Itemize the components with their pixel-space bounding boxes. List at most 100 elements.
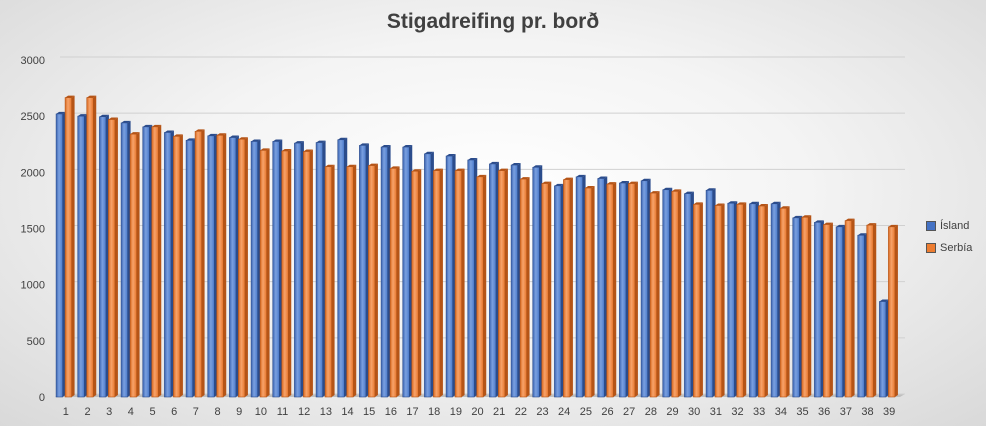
bar-side-serbia-29	[678, 189, 682, 397]
bar-top-serbia-13	[325, 164, 335, 167]
bar-top-island-30	[684, 191, 694, 194]
x-tick-label: 17	[406, 406, 418, 418]
bar-top-island-22	[511, 163, 521, 166]
bar-top-island-36	[814, 220, 824, 223]
bar-island-28	[640, 180, 648, 398]
bar-island-5	[142, 126, 150, 398]
legend: Ísland Serbía	[926, 215, 972, 259]
bar-top-island-20	[467, 157, 478, 160]
bar-top-island-21	[489, 161, 499, 164]
x-tick-label: 28	[645, 406, 657, 418]
bar-side-serbia-6	[179, 134, 183, 398]
y-tick-label: 3000	[21, 55, 45, 67]
bar-top-serbia-32	[736, 202, 747, 205]
bar-serbia-10	[259, 150, 267, 398]
bar-island-37	[835, 226, 843, 398]
bar-top-serbia-31	[715, 203, 725, 206]
bar-top-island-17	[402, 145, 413, 148]
bar-top-serbia-33	[758, 204, 768, 207]
x-tick-label: 33	[753, 406, 765, 418]
x-tick-label: 23	[536, 406, 548, 418]
bar-island-39	[879, 301, 887, 398]
x-tick-label: 15	[363, 406, 375, 418]
bar-island-13	[315, 142, 323, 398]
bar-island-16	[380, 146, 388, 398]
bar-top-serbia-38	[866, 223, 877, 226]
x-tick-label: 7	[193, 406, 199, 418]
bar-island-26	[597, 178, 605, 398]
legend-label-island: Ísland	[940, 220, 970, 232]
x-tick-label: 26	[601, 406, 613, 418]
bar-serbia-7	[194, 131, 202, 398]
bar-island-11	[272, 141, 280, 398]
bar-top-serbia-36	[823, 222, 833, 225]
x-tick-label: 12	[298, 406, 310, 418]
bar-top-island-6	[164, 130, 174, 133]
bar-island-22	[510, 164, 518, 398]
bar-side-serbia-16	[396, 166, 400, 397]
bar-serbia-32	[736, 204, 744, 398]
bar-top-island-18	[424, 151, 434, 154]
bar-side-serbia-12	[309, 149, 313, 397]
bar-top-island-4	[121, 120, 131, 123]
bar-top-serbia-19	[455, 168, 465, 171]
bar-top-serbia-14	[346, 164, 357, 167]
x-tick-label: 20	[471, 406, 483, 418]
x-tick-label: 18	[428, 406, 440, 418]
x-tick-label: 35	[796, 406, 808, 418]
bar-top-serbia-27	[628, 181, 638, 184]
bar-side-serbia-25	[591, 186, 595, 397]
bar-serbia-30	[693, 204, 701, 398]
bar-serbia-20	[476, 176, 484, 398]
bar-top-serbia-9	[238, 137, 248, 140]
bar-top-island-8	[207, 133, 218, 136]
bar-top-serbia-26	[606, 182, 617, 185]
y-tick-label: 2500	[21, 111, 45, 123]
bar-top-serbia-12	[303, 149, 313, 152]
y-tick-label: 1000	[21, 280, 45, 292]
bar-top-serbia-20	[476, 174, 487, 177]
bar-island-29	[662, 189, 670, 398]
bar-top-island-27	[619, 181, 629, 184]
bar-serbia-4	[129, 133, 137, 398]
legend-swatch-island	[926, 221, 936, 231]
bar-top-serbia-3	[108, 117, 118, 120]
bar-side-serbia-22	[526, 177, 530, 397]
bar-serbia-38	[866, 224, 874, 398]
chart-title: Stigadreifing pr. borð	[386, 10, 600, 33]
bar-island-25	[575, 176, 583, 398]
x-tick-label: 5	[149, 406, 155, 418]
bar-top-island-9	[229, 135, 239, 138]
bar-top-serbia-17	[411, 169, 422, 172]
bar-top-island-3	[99, 114, 109, 117]
bar-serbia-12	[303, 151, 311, 398]
bar-top-island-1	[56, 111, 66, 114]
bar-side-serbia-15	[374, 163, 378, 397]
legend-item-island: Ísland	[926, 215, 972, 237]
bar-serbia-23	[541, 183, 549, 398]
bar-top-island-19	[446, 154, 456, 157]
bar-serbia-8	[216, 134, 224, 398]
bar-side-serbia-36	[829, 222, 833, 397]
bar-side-serbia-34	[786, 206, 790, 397]
bar-serbia-28	[649, 192, 657, 398]
bar-side-serbia-23	[548, 181, 552, 397]
x-tick-label: 8	[214, 406, 220, 418]
bar-island-6	[164, 132, 172, 398]
bar-serbia-24	[563, 179, 571, 398]
bar-top-serbia-5	[151, 124, 162, 127]
bar-top-island-14	[337, 137, 348, 140]
bar-serbia-14	[346, 166, 354, 398]
bar-side-serbia-17	[418, 169, 422, 397]
bar-top-serbia-10	[260, 148, 270, 151]
y-tick-label: 2000	[21, 167, 45, 179]
bar-top-serbia-4	[130, 132, 140, 135]
bar-island-2	[77, 115, 85, 398]
bar-serbia-5	[151, 126, 159, 398]
bar-serbia-39	[888, 226, 896, 398]
bar-serbia-35	[801, 216, 809, 398]
legend-label-serbia: Serbía	[940, 242, 973, 254]
bar-side-serbia-11	[288, 148, 292, 397]
bar-top-serbia-23	[541, 181, 552, 184]
x-tick-label: 37	[840, 406, 852, 418]
